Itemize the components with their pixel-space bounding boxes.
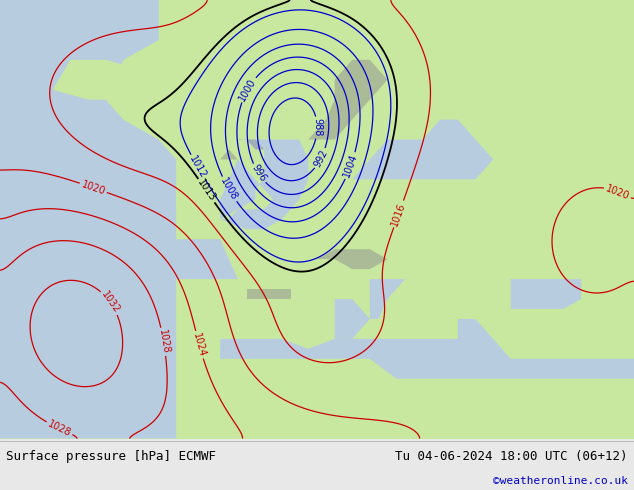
Text: Tu 04-06-2024 18:00 UTC (06+12): Tu 04-06-2024 18:00 UTC (06+12) xyxy=(395,450,628,463)
Polygon shape xyxy=(211,140,273,220)
Polygon shape xyxy=(335,299,370,339)
Text: ©weatheronline.co.uk: ©weatheronline.co.uk xyxy=(493,476,628,486)
Text: 988: 988 xyxy=(312,119,322,137)
Text: 1020: 1020 xyxy=(80,179,107,196)
Polygon shape xyxy=(353,120,493,179)
Text: 996: 996 xyxy=(250,163,268,184)
Text: 1000: 1000 xyxy=(237,76,258,102)
Polygon shape xyxy=(370,279,405,319)
Polygon shape xyxy=(53,60,150,99)
Polygon shape xyxy=(511,279,581,309)
Text: 1032: 1032 xyxy=(99,290,122,316)
Text: 1016: 1016 xyxy=(390,201,408,227)
Polygon shape xyxy=(308,60,387,140)
Text: 1028: 1028 xyxy=(157,329,171,355)
Text: 1013: 1013 xyxy=(195,178,217,204)
Polygon shape xyxy=(220,140,264,159)
Polygon shape xyxy=(220,339,634,379)
Polygon shape xyxy=(176,239,238,279)
Text: 1008: 1008 xyxy=(219,176,240,202)
Polygon shape xyxy=(0,0,176,439)
Text: 992: 992 xyxy=(312,148,330,169)
Text: 1012: 1012 xyxy=(188,154,209,180)
Text: 1004: 1004 xyxy=(342,152,359,179)
Polygon shape xyxy=(247,289,290,299)
Polygon shape xyxy=(317,249,387,269)
Text: 1028: 1028 xyxy=(46,418,73,439)
Text: 1024: 1024 xyxy=(191,332,207,358)
Polygon shape xyxy=(220,140,308,229)
Polygon shape xyxy=(0,0,158,99)
Polygon shape xyxy=(458,319,493,359)
Text: Surface pressure [hPa] ECMWF: Surface pressure [hPa] ECMWF xyxy=(6,450,216,463)
Text: 1020: 1020 xyxy=(604,183,631,201)
Polygon shape xyxy=(176,170,220,209)
